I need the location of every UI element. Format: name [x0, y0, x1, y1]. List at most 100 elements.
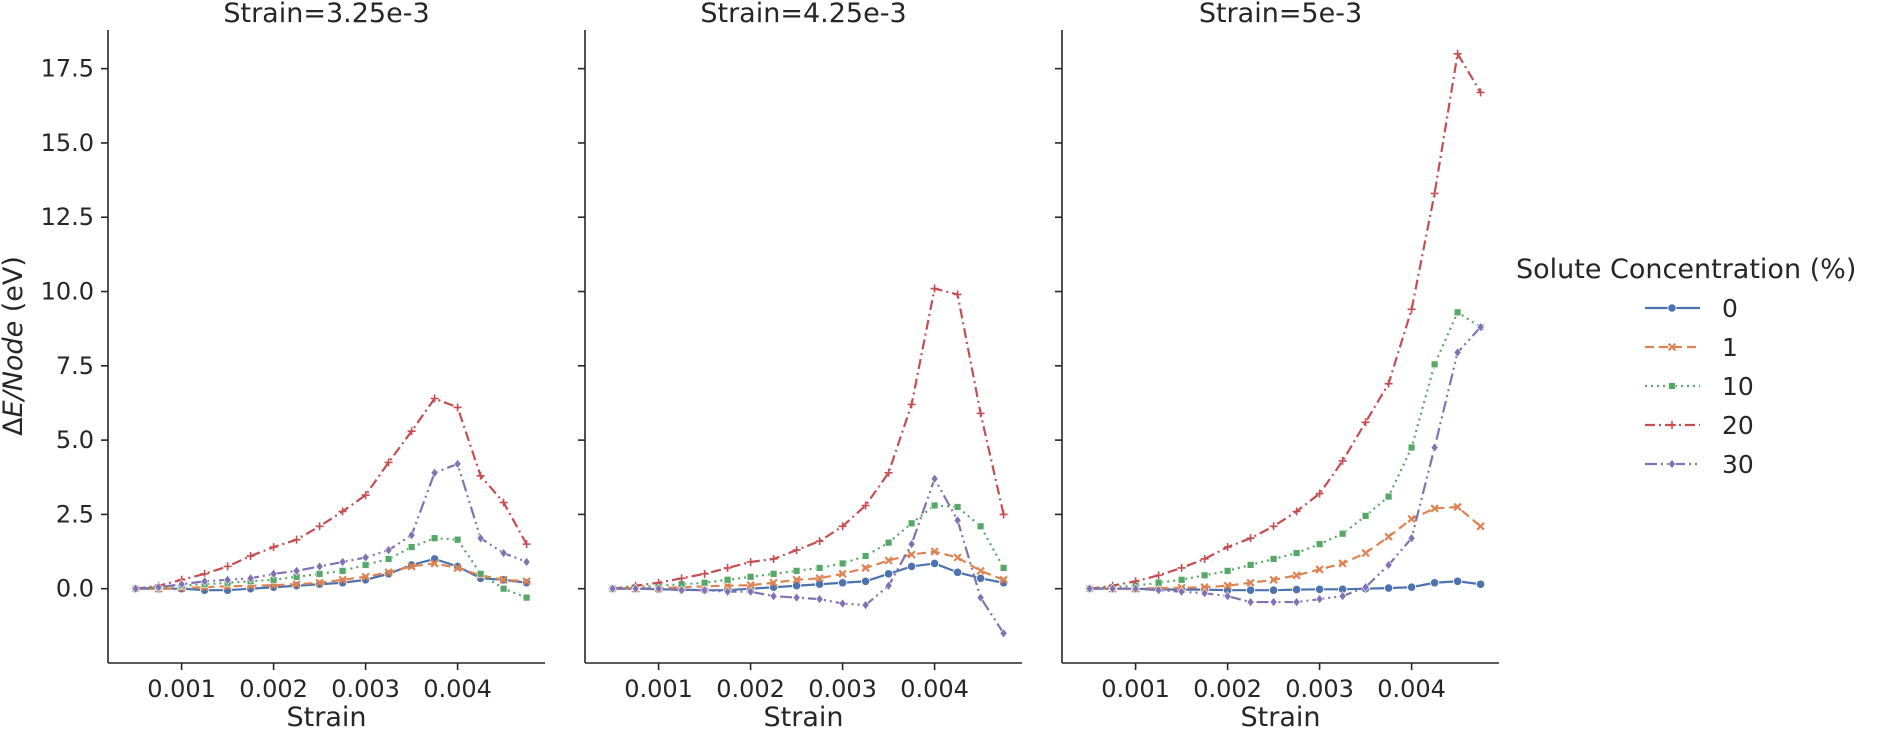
data-point [930, 473, 939, 484]
series-10 [608, 501, 1008, 593]
data-point [746, 580, 755, 590]
data-point [1315, 584, 1325, 594]
data-point [1292, 507, 1301, 516]
data-point [860, 576, 871, 586]
data-point [884, 556, 893, 565]
data-point [1154, 585, 1163, 596]
data-point [1246, 578, 1255, 587]
data-point [384, 555, 393, 563]
data-point [499, 547, 508, 559]
data-point [815, 574, 824, 583]
panel-1: Strain=3.25e-3 0.0 2.5 5.0 7.5 10.0 12.5 15.0 17… [41, 0, 545, 733]
data-point [269, 568, 278, 579]
x-tick-label: 0.002 [1193, 675, 1262, 703]
panel-title: Strain=5e-3 [1199, 0, 1362, 29]
series-line [612, 287, 1005, 590]
series-10 [131, 534, 531, 602]
y-tick-label: 7.5 [56, 352, 94, 380]
data-point [953, 515, 962, 526]
data-point [815, 594, 824, 605]
data-point [861, 501, 870, 510]
data-point [792, 546, 801, 555]
panel-title: Strain=3.25e-3 [223, 0, 429, 29]
data-point [746, 573, 755, 581]
data-point [654, 583, 663, 594]
data-point [1430, 578, 1440, 588]
y-axis-title: ΔE/Node (eV) [0, 256, 29, 436]
series-line [612, 477, 1005, 634]
data-point [1476, 522, 1485, 531]
data-point [976, 566, 985, 576]
data-point [1269, 522, 1278, 531]
panel-2: Strain=4.25e-3 0.001 0.002 0.003 0.004 Strain [578, 0, 1022, 733]
data-point [746, 586, 755, 597]
data-point [292, 565, 301, 576]
data-point [837, 578, 848, 588]
data-point [792, 575, 801, 584]
series-0 [607, 558, 1009, 595]
data-point [384, 458, 393, 467]
data-point [384, 568, 393, 577]
x-tick-label: 0.004 [423, 675, 492, 703]
data-point [1177, 576, 1186, 584]
data-point [1292, 571, 1301, 580]
data-point [1200, 571, 1209, 580]
data-point [522, 593, 531, 602]
y-tick-label: 17.5 [41, 55, 94, 83]
data-point [1361, 418, 1370, 427]
data-point [769, 578, 778, 587]
data-point [1315, 540, 1324, 548]
data-point [677, 585, 686, 596]
series-20 [131, 394, 531, 593]
data-point [338, 567, 347, 575]
legend-entry: 30 [1645, 450, 1754, 479]
data-point [976, 592, 985, 603]
data-point [361, 552, 370, 563]
data-point [1200, 583, 1209, 592]
series-line [135, 462, 527, 590]
data-point [246, 573, 255, 584]
data-point [1430, 442, 1439, 453]
data-point [453, 458, 462, 469]
data-point [700, 585, 709, 596]
data-point [953, 553, 962, 562]
data-point [1315, 565, 1324, 574]
x-tick-label: 0.001 [147, 675, 216, 703]
data-point [1269, 555, 1278, 563]
series-30 [131, 458, 531, 594]
data-point [677, 574, 686, 583]
data-point [407, 427, 416, 436]
data-point [522, 556, 531, 568]
data-point [292, 580, 301, 589]
data-point [1292, 549, 1301, 557]
data-point [522, 577, 531, 586]
data-point [907, 400, 916, 409]
data-point [1154, 571, 1163, 580]
data-point [1085, 583, 1094, 594]
data-point [769, 591, 778, 602]
data-point [1108, 583, 1117, 594]
x-tick-label: 0.003 [808, 675, 877, 703]
data-point [884, 580, 893, 591]
data-point [1384, 532, 1393, 541]
data-point [861, 599, 870, 611]
data-point [476, 533, 485, 544]
series-0 [131, 554, 532, 595]
data-point [976, 522, 985, 530]
series-line [612, 550, 1004, 590]
data-point [608, 583, 617, 594]
data-point [999, 575, 1008, 584]
data-point [338, 556, 347, 568]
data-point [1407, 533, 1416, 544]
data-point [723, 586, 732, 597]
data-point [791, 581, 802, 591]
series-line [612, 504, 1005, 590]
data-point [407, 543, 416, 551]
x-tick-label: 0.002 [716, 675, 785, 703]
data-point [1269, 575, 1278, 584]
data-point [999, 510, 1008, 519]
legend-label: 10 [1722, 372, 1754, 401]
data-point [453, 563, 462, 573]
data-point [269, 543, 278, 552]
data-point [1338, 530, 1347, 538]
